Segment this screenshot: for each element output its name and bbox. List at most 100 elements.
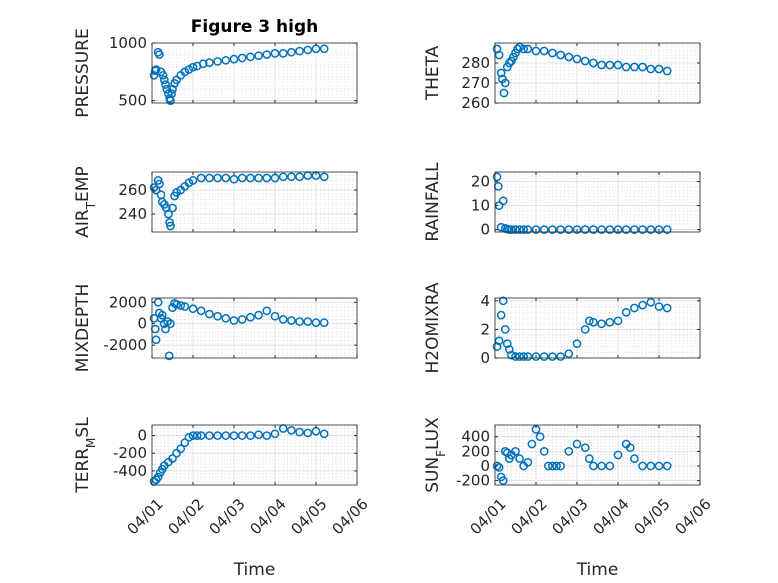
panel-sun_flux-point (552, 461, 561, 471)
panel-6-xtick-label: 04/04 (246, 495, 289, 538)
panel-sun_flux-point (584, 454, 594, 464)
panel-h2omixra-point (531, 352, 541, 361)
panel-theta-point (597, 60, 606, 70)
panel-h2omixra-point (580, 325, 590, 334)
panel-4-ytick-label: 2000 (109, 293, 147, 311)
panel-mixdepth-point (172, 300, 181, 309)
panel-rainfall-point (662, 225, 672, 234)
panel-h2omixra-point (507, 350, 516, 360)
panel-rainfall-point (613, 225, 623, 234)
panel-5-axes-box (494, 297, 701, 359)
panel-h2omixra-point (646, 297, 656, 307)
panel-pressure-point (161, 80, 170, 89)
panel-6-ytick-label: -400 (113, 462, 147, 480)
panel-6-xtick-label: 04/02 (164, 495, 207, 538)
panel-sun_flux: -2000200400SUNFLUX04/0104/0204/0304/0404… (423, 417, 715, 580)
panel-7-ytick-label: 200 (461, 442, 490, 460)
panel-sun_flux-point (580, 443, 590, 453)
panel-mixdepth-point (196, 306, 206, 316)
panel-pressure-point (262, 50, 272, 59)
panel-sun_flux-point (638, 461, 647, 471)
panel-h2omixra-point (500, 325, 510, 334)
panel-5-ytick-label: 2 (480, 320, 490, 338)
panel-h2omixra-point (523, 352, 533, 361)
panel-rainfall-point (564, 225, 574, 234)
panel-h2omixra: 0 2 4 H2OMIXRA (423, 282, 701, 374)
panel-theta-point (589, 58, 598, 68)
panel-air_temp-point (196, 173, 206, 183)
panel-terr_msl-point (237, 431, 247, 440)
panel-terr_msl-point (303, 428, 313, 438)
panel-5-ytick-label: 0 (480, 349, 490, 367)
panel-theta-point (621, 62, 631, 72)
panel-theta-point (564, 52, 574, 62)
panel-pressure: 500 1000 PRESSURE Figure 3 high (73, 17, 358, 118)
panel-6-xtick-label: 04/01 (123, 495, 166, 538)
panel-sun_flux-point (605, 461, 615, 471)
panel-theta-point (662, 66, 672, 76)
panel-theta-point (500, 78, 510, 88)
panel-mixdepth-point (237, 315, 247, 324)
panel-h2omixra-point (505, 345, 514, 354)
panel-pressure-point (303, 45, 313, 55)
panel-4-ylabel: MIXDEPTH (73, 284, 93, 373)
panel-2-ytick-label: 240 (118, 205, 147, 223)
panel-7-xtick-label: 04/04 (589, 495, 632, 538)
panel-pressure-point (149, 70, 159, 80)
panel-2-axes-box (151, 171, 358, 233)
panel-6-ylabel: TERRMSL (73, 417, 98, 494)
panel-sun_flux-point (572, 439, 582, 449)
panel-rainfall-point (630, 225, 639, 234)
panel-rainfall-point (539, 225, 549, 234)
panel-pressure-point (295, 46, 304, 56)
panel-7-ytick-label: 0 (480, 457, 490, 475)
panel-0-ytick-label: 500 (118, 92, 147, 110)
panel-h2omixra-point (584, 316, 594, 326)
panel-air_temp-point (295, 172, 304, 182)
panel-h2omixra-point (515, 352, 524, 361)
panel-1-ylabel: THETA (423, 45, 443, 101)
panel-mixdepth-point (262, 306, 272, 316)
panel-air_temp-point (229, 174, 239, 184)
panel-pressure-point (278, 49, 288, 58)
panel-sun_flux-point (535, 432, 545, 442)
panel-terr_msl-point (213, 431, 222, 440)
panel-terr_msl-point (168, 454, 177, 463)
panel-pressure-point (188, 62, 198, 72)
panel-5-ylabel: H2OMIXRA (423, 282, 443, 373)
panel-7-xtick-label: 04/06 (671, 495, 714, 538)
panel-h2omixra-point (662, 303, 672, 313)
panel-theta-point (494, 50, 504, 60)
panel-mixdepth-point (246, 312, 255, 322)
panel-pressure-point (168, 84, 177, 94)
panel-theta-point (496, 68, 506, 78)
panel-sun_flux-point (597, 461, 606, 471)
panel-rainfall-point (621, 225, 631, 234)
panel-theta-point (523, 44, 533, 54)
panel-pressure-point (319, 44, 329, 54)
panel-mixdepth-point (157, 310, 167, 320)
panel-air_temp: 240 260 AIRTEMP (73, 166, 358, 238)
panel-mixdepth-point (229, 316, 239, 325)
panel-sun_flux-point (630, 454, 639, 464)
panel-terr_msl-point (319, 429, 329, 439)
panel-terr_msl-point (188, 431, 198, 440)
panel-terr_msl-point (196, 431, 206, 440)
panel-h2omixra-point (511, 352, 520, 361)
figure-title: Figure 3 high (191, 17, 319, 37)
panel-theta-point (605, 60, 615, 70)
panel-air_temp-point (287, 172, 296, 182)
panel-rainfall-point (589, 225, 598, 234)
panel-terr_msl-point (270, 429, 280, 439)
panel-sun_flux-point (527, 439, 537, 449)
panel-h2omixra-point (597, 319, 606, 329)
panel-terr_msl-point (246, 431, 255, 440)
panel-h2omixra-point (630, 303, 639, 313)
panel-7-ytick-label: -200 (456, 472, 490, 490)
panel-theta-point (531, 46, 541, 56)
panel-mixdepth-point (221, 314, 231, 323)
panel-h2omixra-point (564, 349, 574, 359)
panel-mixdepth-point (151, 335, 161, 345)
panel-rainfall-point (572, 225, 582, 234)
panel-air_temp-point (262, 173, 272, 183)
